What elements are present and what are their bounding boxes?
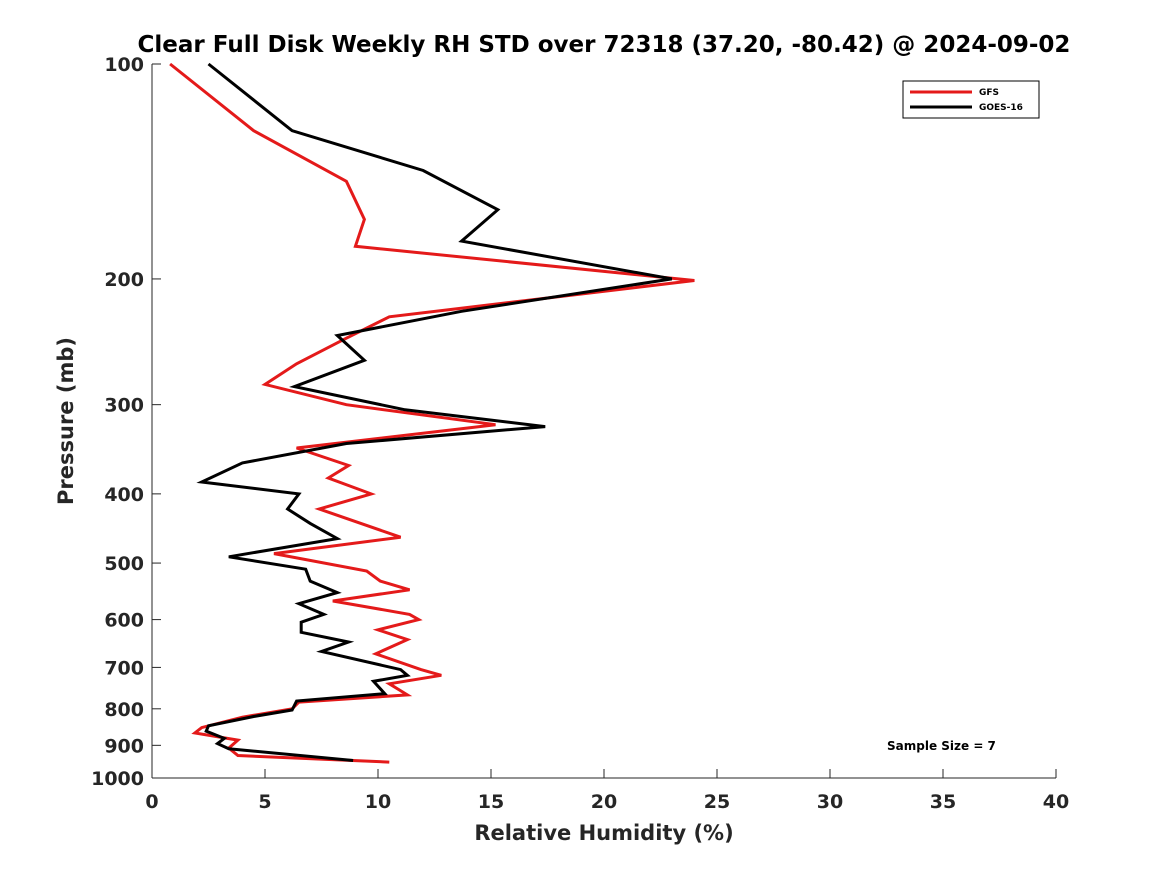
x-tick-label: 10 bbox=[365, 791, 391, 813]
chart-title: Clear Full Disk Weekly RH STD over 72318… bbox=[138, 32, 1071, 58]
x-tick-label: 0 bbox=[145, 791, 158, 813]
y-tick-label: 900 bbox=[104, 735, 144, 757]
y-tick-label: 1000 bbox=[91, 768, 144, 790]
x-ticks: 0 5 10 15 20 25 30 35 40 bbox=[145, 769, 1069, 813]
y-axis-label: Pressure (mb) bbox=[54, 337, 78, 505]
x-axis-label: Relative Humidity (%) bbox=[474, 821, 733, 845]
legend: GFS GOES-16 bbox=[902, 80, 1040, 119]
y-tick-label: 500 bbox=[104, 553, 144, 575]
legend-label-gfs: GFS bbox=[979, 88, 999, 98]
x-tick-label: 15 bbox=[478, 791, 504, 813]
y-tick-label: 600 bbox=[104, 610, 144, 632]
x-tick-label: 5 bbox=[258, 791, 271, 813]
axes bbox=[151, 64, 1056, 779]
y-tick-label: 300 bbox=[104, 395, 144, 417]
legend-label-goes16: GOES-16 bbox=[979, 103, 1023, 113]
sample-size-annotation: Sample Size = 7 bbox=[887, 739, 996, 753]
x-tick-label: 35 bbox=[930, 791, 956, 813]
y-tick-label: 100 bbox=[104, 54, 144, 76]
y-tick-label: 800 bbox=[104, 699, 144, 721]
y-ticks: 100 200 300 400 500 600 700 800 900 1000 bbox=[91, 54, 161, 790]
y-tick-label: 400 bbox=[104, 484, 144, 506]
x-tick-label: 20 bbox=[591, 791, 617, 813]
series-layer bbox=[169, 62, 695, 764]
legend-box bbox=[902, 80, 1040, 119]
series-line-goes16 bbox=[196, 62, 673, 762]
x-tick-label: 25 bbox=[704, 791, 730, 813]
x-tick-label: 30 bbox=[817, 791, 843, 813]
y-tick-label: 700 bbox=[104, 657, 144, 679]
x-tick-label: 40 bbox=[1043, 791, 1069, 813]
y-tick-label: 200 bbox=[104, 269, 144, 291]
